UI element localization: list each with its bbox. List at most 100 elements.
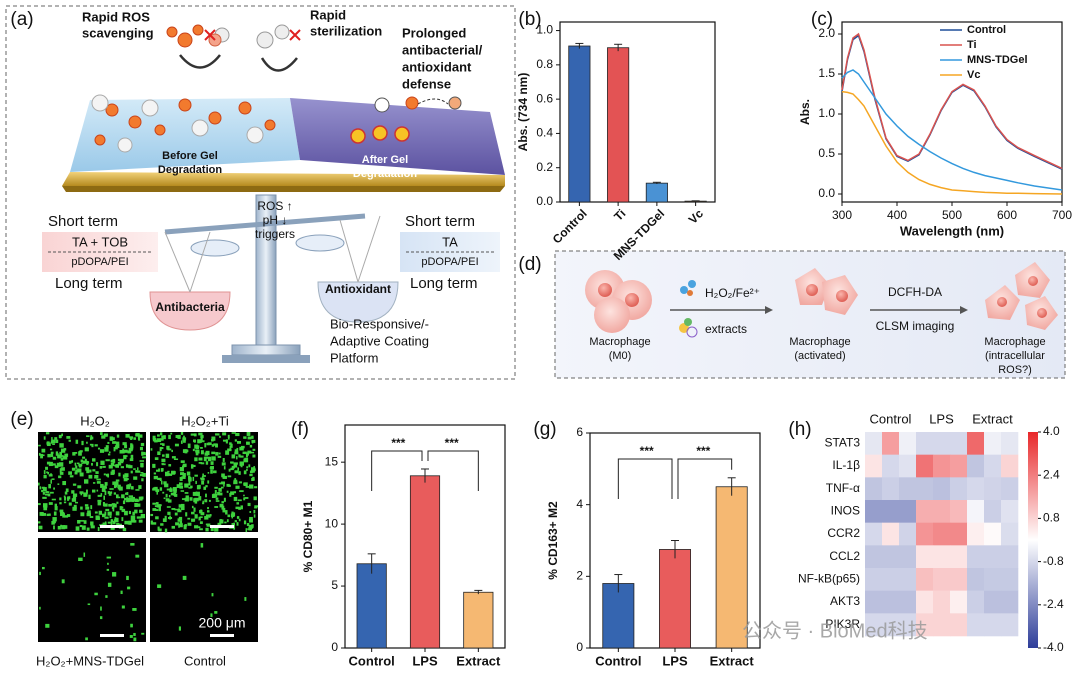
fluorescence-speck — [200, 436, 203, 441]
fluorescence-speck — [117, 486, 120, 490]
fluorescence-speck — [236, 522, 239, 526]
heatmap-cell — [933, 522, 951, 546]
fluorescence-speck — [86, 512, 91, 517]
panel-label: (e) — [10, 409, 33, 430]
fluorescence-speck — [185, 512, 188, 517]
heatmap-cell — [967, 545, 985, 569]
fluorescence-speck — [188, 487, 192, 489]
fluorescence-speck — [75, 439, 79, 444]
fluorescence-speck — [59, 502, 62, 505]
fluorescence-speck — [198, 496, 202, 501]
heatmap-cell — [967, 522, 985, 546]
heatmap-cell — [882, 590, 900, 614]
fluorescence-speck — [126, 492, 129, 496]
fluorescence-speck — [102, 502, 105, 507]
fluorescence-speck — [207, 456, 212, 462]
fluorescence-speck — [86, 527, 90, 531]
fluorescence-speck — [54, 437, 58, 440]
label-line: Bio-Responsive/- — [330, 316, 429, 331]
fluorescence-speck — [213, 470, 217, 474]
heatmap-cell — [950, 522, 968, 546]
fluorescence-speck — [217, 522, 222, 527]
fluorescence-speck — [200, 462, 205, 465]
fluorescence-image — [150, 538, 258, 642]
row-label: INOS — [831, 504, 860, 518]
fluorescence-speck — [84, 447, 89, 452]
fluorescence-speck — [200, 477, 205, 481]
fluorescence-speck — [223, 484, 225, 487]
fluorescence-speck — [129, 497, 133, 502]
fluorescence-speck — [252, 454, 256, 458]
fluorescence-speck — [211, 436, 216, 441]
fluorescence-speck — [179, 467, 184, 472]
fluorescence-speck — [186, 471, 191, 476]
heatmap-cell — [899, 590, 917, 614]
heatmap-cell — [984, 545, 1002, 569]
fluorescence-speck — [40, 453, 44, 459]
fluorescence-speck — [243, 497, 246, 501]
fluorescence-speck — [133, 632, 136, 637]
fluorescence-speck — [68, 502, 72, 506]
fluorescence-speck — [89, 469, 92, 473]
x-tick-label: Extract — [710, 653, 755, 668]
fluorescence-speck — [90, 437, 92, 441]
heatmap-cell — [865, 432, 883, 455]
fluorescence-speck — [132, 498, 135, 503]
colorbar-tick-label: 2.4 — [1043, 467, 1060, 481]
fluorescence-speck — [234, 449, 237, 453]
fluorescence-speck — [80, 492, 83, 496]
fluorescence-speck — [113, 446, 116, 452]
fluorescence-speck — [72, 495, 77, 500]
fluorescence-speck — [109, 488, 114, 490]
fluorescence-speck — [56, 462, 60, 467]
fluorescence-speck — [110, 462, 115, 467]
colorbar-tick-label: 0.8 — [1043, 511, 1060, 525]
fluorescence-speck — [150, 448, 153, 451]
plot-frame — [559, 21, 716, 203]
fluorescence-speck — [105, 595, 108, 598]
fluorescence-speck — [60, 467, 65, 471]
fluorescence-speck — [48, 474, 53, 477]
fluorescence-speck — [43, 508, 46, 511]
fluorescence-speck — [92, 482, 96, 484]
fluorescence-speck — [244, 457, 249, 463]
fluorescence-speck — [193, 498, 196, 503]
fluorescence-speck — [107, 511, 112, 516]
fluorescence-speck — [204, 516, 209, 520]
y-axis-label: % CD163+ M2 — [546, 501, 560, 580]
fluorescence-speck — [139, 474, 143, 477]
x-tick-label: Vc — [686, 206, 707, 227]
fluorescence-speck — [242, 451, 247, 455]
fluorescence-speck — [204, 443, 207, 448]
fluorescence-speck — [198, 462, 203, 464]
fluorescence-speck — [246, 468, 248, 471]
fluorescence-speck — [231, 511, 234, 515]
fluorescence-speck — [179, 520, 183, 524]
fluorescence-speck — [221, 473, 225, 478]
fluorescence-speck — [231, 516, 234, 519]
fluorescence-speck — [219, 492, 223, 496]
bar — [568, 45, 591, 203]
fluorescence-speck — [207, 471, 210, 474]
fluorescence-speck — [42, 496, 47, 499]
fluorescence-speck — [118, 486, 123, 491]
fluorescence-speck — [41, 448, 46, 453]
fluorescence-speck — [251, 435, 254, 439]
fluorescence-speck — [108, 464, 113, 469]
y-tick-label: 0 — [331, 640, 338, 654]
fluorescence-speck — [107, 453, 111, 456]
fluorescence-speck — [103, 473, 106, 476]
fluorescence-speck — [100, 460, 105, 465]
fluorescence-speck — [163, 497, 166, 500]
fluorescence-speck — [152, 435, 156, 440]
fluorescence-speck — [97, 499, 102, 502]
image-label: H₂O₂+Ti — [181, 413, 229, 428]
fluorescence-speck — [248, 518, 253, 523]
heatmap-cell — [967, 500, 985, 523]
fluorescence-speck — [59, 443, 64, 448]
fluorescence-speck — [202, 500, 204, 503]
y-tick-label: 0.0 — [818, 186, 835, 200]
fluorescence-speck — [165, 453, 170, 458]
fluorescence-speck — [112, 507, 115, 512]
fluorescence-speck — [101, 523, 104, 526]
